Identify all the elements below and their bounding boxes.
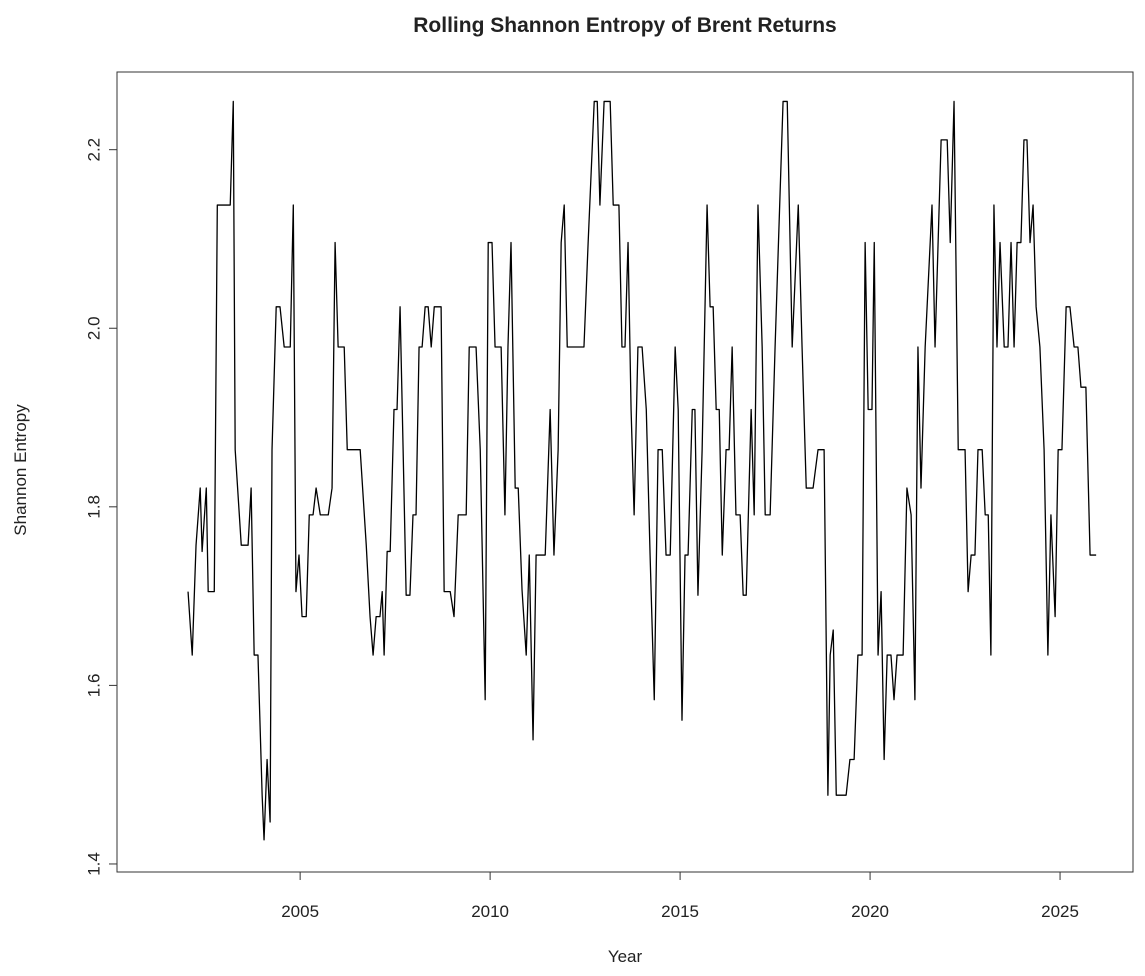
- y-axis-title: Shannon Entropy: [11, 404, 30, 536]
- y-tick-label: 2.2: [84, 138, 103, 162]
- data-line: [187, 100, 1097, 841]
- y-tick-label: 1.6: [84, 674, 103, 698]
- x-tick-label: 2010: [471, 902, 509, 921]
- x-tick-label: 2020: [851, 902, 889, 921]
- x-axis-title: Year: [608, 947, 643, 966]
- x-tick-label: 2005: [281, 902, 319, 921]
- y-tick-label: 1.4: [84, 852, 103, 876]
- y-tick-label: 2.0: [84, 316, 103, 340]
- x-tick-label: 2025: [1041, 902, 1079, 921]
- y-tick-label: 1.8: [84, 495, 103, 519]
- x-tick-label: 2015: [661, 902, 699, 921]
- chart-title: Rolling Shannon Entropy of Brent Returns: [413, 14, 837, 37]
- plot-frame: [116, 71, 1134, 873]
